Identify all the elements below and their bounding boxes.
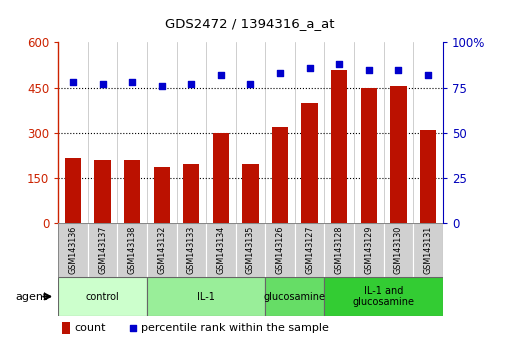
Text: percentile rank within the sample: percentile rank within the sample xyxy=(140,323,328,333)
Bar xyxy=(301,103,317,223)
Point xyxy=(129,325,137,331)
Text: GSM143127: GSM143127 xyxy=(305,225,314,274)
Text: GSM143129: GSM143129 xyxy=(364,225,373,274)
Bar xyxy=(65,158,81,223)
Bar xyxy=(265,223,294,277)
Text: GSM143130: GSM143130 xyxy=(393,225,402,274)
Text: control: control xyxy=(85,292,119,302)
Bar xyxy=(87,223,117,277)
Text: GSM143136: GSM143136 xyxy=(68,225,77,274)
Bar xyxy=(360,87,376,223)
Text: GSM143138: GSM143138 xyxy=(127,225,136,274)
Text: GSM143135: GSM143135 xyxy=(245,225,255,274)
Text: GSM143137: GSM143137 xyxy=(98,225,107,274)
Bar xyxy=(324,223,353,277)
Bar xyxy=(62,322,70,334)
Point xyxy=(128,79,136,85)
Point xyxy=(423,72,431,78)
Bar xyxy=(265,277,324,316)
Bar xyxy=(235,223,265,277)
Point xyxy=(98,81,107,87)
Bar xyxy=(413,223,442,277)
Bar xyxy=(212,132,229,223)
Bar xyxy=(124,160,140,223)
Bar xyxy=(183,164,199,223)
Point xyxy=(69,79,77,85)
Point xyxy=(187,81,195,87)
Text: IL-1 and
glucosamine: IL-1 and glucosamine xyxy=(352,286,414,307)
Bar xyxy=(354,223,383,277)
Text: agent: agent xyxy=(15,292,47,302)
Point xyxy=(364,67,372,72)
Bar xyxy=(58,277,146,316)
Bar xyxy=(419,130,435,223)
Bar xyxy=(206,223,235,277)
Bar xyxy=(324,277,442,316)
Text: GDS2472 / 1394316_a_at: GDS2472 / 1394316_a_at xyxy=(165,17,333,30)
Text: GSM143126: GSM143126 xyxy=(275,225,284,274)
Point xyxy=(305,65,313,70)
Bar xyxy=(58,223,87,277)
Bar xyxy=(294,223,324,277)
Point xyxy=(334,61,342,67)
Bar xyxy=(389,86,406,223)
Bar xyxy=(94,160,111,223)
Text: GSM143133: GSM143133 xyxy=(186,225,195,274)
Text: GSM143128: GSM143128 xyxy=(334,225,343,274)
Bar xyxy=(146,277,265,316)
Bar xyxy=(154,167,170,223)
Point xyxy=(246,81,254,87)
Bar xyxy=(271,127,288,223)
Text: IL-1: IL-1 xyxy=(197,292,215,302)
Bar xyxy=(117,223,146,277)
Point xyxy=(275,70,283,76)
Point xyxy=(217,72,225,78)
Text: count: count xyxy=(74,323,106,333)
Bar xyxy=(146,223,176,277)
Bar xyxy=(330,69,346,223)
Text: GSM143131: GSM143131 xyxy=(423,225,432,274)
Point xyxy=(393,67,401,72)
Point xyxy=(158,83,166,88)
Bar xyxy=(242,164,258,223)
Bar xyxy=(176,223,206,277)
Text: GSM143134: GSM143134 xyxy=(216,225,225,274)
Text: GSM143132: GSM143132 xyxy=(157,225,166,274)
Bar xyxy=(383,223,413,277)
Text: glucosamine: glucosamine xyxy=(263,292,325,302)
